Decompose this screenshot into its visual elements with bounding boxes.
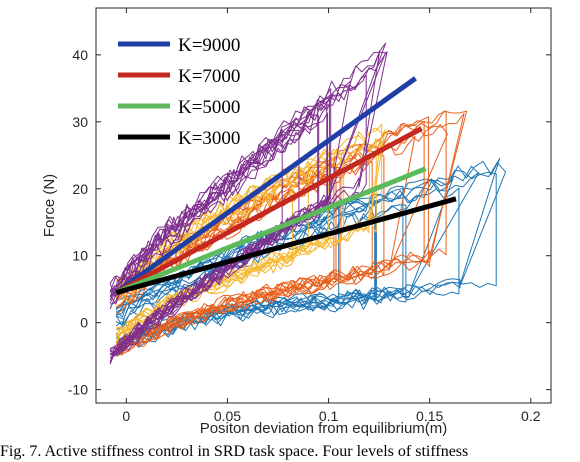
legend: K=9000 K=7000 K=5000 K=3000: [118, 35, 240, 149]
trial-curve-3-5: [109, 74, 367, 365]
trial-curve-3-13: [109, 95, 330, 356]
fit-line-K=7000: [115, 126, 423, 295]
x-tick-label: 0: [122, 408, 130, 424]
x-tick-label: 0.2: [521, 408, 541, 424]
trial-curve-1-1: [115, 161, 373, 356]
trial-curve-1-11: [115, 163, 341, 350]
plot-frame: [95, 7, 552, 404]
y-tick-label: 10: [72, 248, 88, 264]
y-tick-label: 0: [80, 315, 88, 331]
y-tick-label: 20: [72, 181, 88, 197]
trial-curve-1-9: [115, 136, 416, 352]
fit-line-K=5000: [115, 166, 427, 295]
y-axis-label: Force (N): [41, 174, 58, 237]
fit-line-K=9000: [114, 76, 417, 295]
y-tick-label: 40: [72, 47, 88, 63]
fit-lines: [114, 76, 457, 295]
x-tick-label: 0.1: [319, 408, 339, 424]
trial-curve-3-7: [109, 51, 388, 363]
fit-line-K=3000: [115, 196, 457, 295]
x-tick-label: 0.05: [214, 408, 241, 424]
legend-label-K=9000: K=9000: [178, 35, 240, 56]
legend-label-K=7000: K=7000: [178, 66, 240, 87]
axis-ticks: 0 0.05 0.1 0.15 0.2 -10 0 10 20 30 40: [68, 8, 551, 424]
x-tick-label: 0.15: [416, 408, 443, 424]
legend-label-K=3000: K=3000: [178, 128, 240, 149]
figure-caption: Fig. 7. Active stiffness control in SRD …: [0, 443, 469, 460]
y-tick-label: 30: [72, 114, 88, 130]
legend-label-K=5000: K=5000: [178, 97, 240, 118]
x-axis-label: Positon deviation from equilibrium(m): [200, 420, 448, 437]
y-tick-label: -10: [68, 382, 88, 398]
